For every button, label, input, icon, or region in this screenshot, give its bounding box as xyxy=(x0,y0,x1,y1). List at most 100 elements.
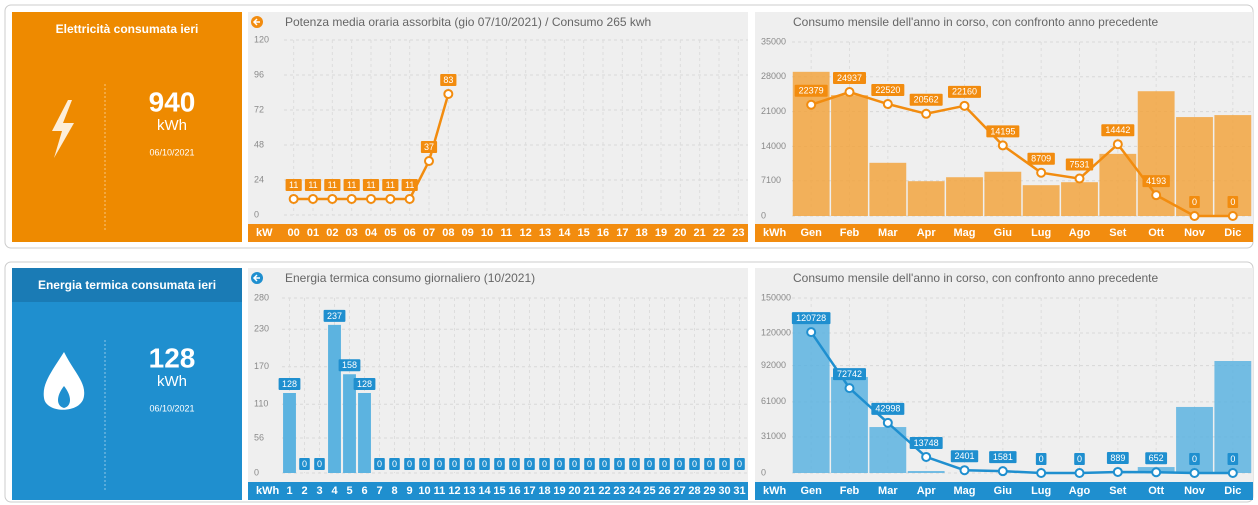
y-tick-label: 92000 xyxy=(761,360,786,370)
x-tick-label: 9 xyxy=(406,485,412,497)
data-label-box xyxy=(1035,453,1047,465)
x-tick-label: 21 xyxy=(583,485,595,497)
x-tick-label: 31 xyxy=(733,485,745,497)
point xyxy=(424,156,434,167)
summary-unit: kWh xyxy=(157,117,187,134)
data-label-box xyxy=(1189,196,1200,208)
point xyxy=(997,140,1008,151)
point xyxy=(1227,211,1238,221)
y-tick-label: 72 xyxy=(254,104,264,114)
summary-header xyxy=(12,268,242,302)
x-tick-label: 17 xyxy=(523,485,535,497)
bar xyxy=(984,171,1022,216)
x-tick-label: 13 xyxy=(463,485,475,497)
bar xyxy=(328,324,341,473)
x-tick-label: 1 xyxy=(286,485,292,497)
y-tick-label: 0 xyxy=(254,209,259,219)
data-label-box xyxy=(323,309,346,322)
data-label: 0 xyxy=(407,459,412,469)
data-label-box xyxy=(986,125,1020,138)
data-label: 24937 xyxy=(837,73,862,83)
x-tick-label: Nov xyxy=(1184,485,1206,497)
x-tick-label: 14 xyxy=(558,227,571,239)
data-label: 0 xyxy=(587,459,592,469)
y-tick-label: 35000 xyxy=(761,36,786,46)
point xyxy=(1151,467,1162,478)
data-label-box xyxy=(909,436,943,449)
data-label: 11 xyxy=(308,180,317,190)
point xyxy=(921,108,932,119)
data-label-box xyxy=(464,458,475,470)
data-label-box xyxy=(539,458,550,470)
point xyxy=(882,99,893,110)
point xyxy=(1112,139,1123,150)
data-label-box xyxy=(909,93,943,106)
data-label: 0 xyxy=(302,459,307,469)
point xyxy=(346,193,357,204)
bar xyxy=(907,471,945,473)
point xyxy=(443,88,454,99)
data-label-box xyxy=(791,312,831,325)
data-label: 0 xyxy=(707,459,712,469)
data-label-box xyxy=(278,378,301,390)
x-axis-unit: kWh xyxy=(763,227,787,239)
point xyxy=(1112,466,1123,477)
data-label-box xyxy=(509,458,520,470)
data-label-box xyxy=(285,178,302,191)
x-tick-label: 11 xyxy=(434,485,446,497)
data-label: 128 xyxy=(357,379,372,389)
data-label-box xyxy=(324,178,341,191)
chart-title: Consumo mensile dell'anno in corso, con … xyxy=(793,15,1159,29)
x-tick-label: 19 xyxy=(553,485,565,497)
data-label-box xyxy=(948,85,981,98)
data-label: 11 xyxy=(289,180,298,190)
x-tick-label: 16 xyxy=(508,485,520,497)
data-label: 0 xyxy=(1230,197,1235,207)
y-tick-label: 0 xyxy=(761,210,766,220)
bar xyxy=(869,162,907,216)
data-label-box xyxy=(674,458,685,470)
data-label-box xyxy=(1227,453,1239,465)
data-label: 8709 xyxy=(1031,154,1051,164)
data-label-box xyxy=(950,450,979,463)
x-tick-label: 08 xyxy=(442,227,454,239)
data-label-box xyxy=(404,458,415,470)
x-tick-label: 09 xyxy=(462,227,474,239)
data-label-box xyxy=(353,378,376,390)
point xyxy=(308,193,318,204)
y-tick-label: 7100 xyxy=(761,175,781,185)
x-tick-label: 05 xyxy=(384,227,396,239)
chart-title: Energia termica consumo giornaliero (10/… xyxy=(285,271,535,285)
x-tick-label: Mag xyxy=(954,227,976,239)
back-arrow xyxy=(252,18,260,26)
line xyxy=(810,331,1233,475)
data-label: 0 xyxy=(677,459,682,469)
y-tick-label: 150000 xyxy=(761,292,791,302)
x-tick-label: 26 xyxy=(658,485,670,497)
data-label: 0 xyxy=(392,459,397,469)
x-tick-label: 27 xyxy=(673,485,685,497)
x-tick-label: 16 xyxy=(597,227,609,239)
y-tick-label: 120 xyxy=(254,34,269,44)
data-label: 0 xyxy=(377,459,382,469)
x-tick-label: 24 xyxy=(628,485,641,497)
bar xyxy=(831,95,868,216)
x-tick-label: 4 xyxy=(331,485,338,497)
data-label: 0 xyxy=(1192,197,1197,207)
x-tick-label: Nov xyxy=(1184,227,1206,239)
data-label-box xyxy=(584,458,595,470)
point xyxy=(1151,190,1162,201)
data-label: 0 xyxy=(737,459,742,469)
flame-icon xyxy=(43,352,85,410)
data-label-box xyxy=(1142,175,1170,188)
data-label: 1581 xyxy=(993,452,1013,462)
point xyxy=(806,327,817,338)
point xyxy=(1036,468,1047,478)
x-tick-label: Ago xyxy=(1069,485,1091,497)
data-label-box xyxy=(299,458,310,470)
summary-value: 128 xyxy=(149,342,196,373)
y-tick-label: 0 xyxy=(761,467,766,477)
data-label-box xyxy=(434,458,445,470)
x-tick-label: Apr xyxy=(917,227,937,239)
x-tick-label: 14 xyxy=(478,485,491,497)
